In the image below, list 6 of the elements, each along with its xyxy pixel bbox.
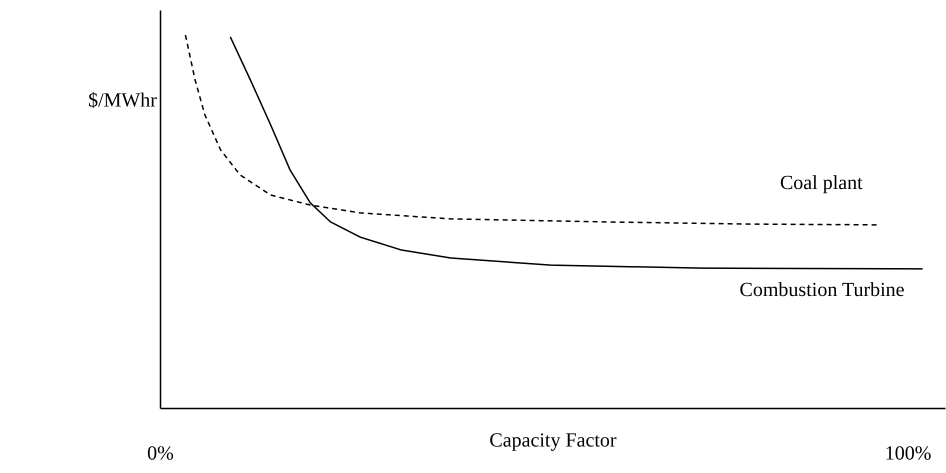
y-axis-title: $/MWhr	[88, 90, 158, 112]
x-tick-label: 100%	[884, 442, 932, 464]
series-label: Combustion Turbine	[740, 278, 905, 301]
series-label: Coal plant	[780, 172, 864, 194]
x-axis-title: Capacity Factor	[489, 430, 617, 452]
x-tick-label: 0%	[147, 442, 174, 464]
